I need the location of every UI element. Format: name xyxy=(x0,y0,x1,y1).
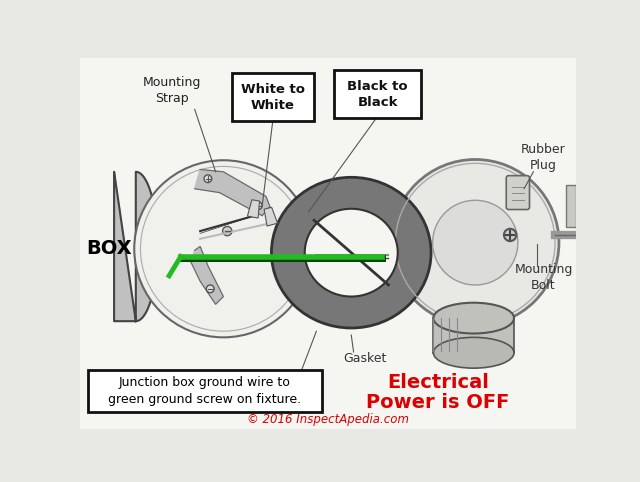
FancyBboxPatch shape xyxy=(80,58,576,429)
FancyBboxPatch shape xyxy=(334,70,421,118)
Circle shape xyxy=(504,229,516,241)
Circle shape xyxy=(204,175,212,183)
FancyBboxPatch shape xyxy=(506,175,529,210)
Text: Junction box ground wire to
green ground screw on fixture.: Junction box ground wire to green ground… xyxy=(108,376,301,406)
Text: Electrical: Electrical xyxy=(387,373,489,392)
Text: White to
White: White to White xyxy=(241,82,305,112)
Ellipse shape xyxy=(433,337,514,368)
Circle shape xyxy=(223,227,232,236)
Text: Mounting
Bolt: Mounting Bolt xyxy=(515,263,573,292)
Circle shape xyxy=(134,160,312,337)
Circle shape xyxy=(392,160,559,326)
Text: Black to
Black: Black to Black xyxy=(348,80,408,108)
Ellipse shape xyxy=(433,303,514,334)
Text: Gasket: Gasket xyxy=(344,352,387,365)
Circle shape xyxy=(254,202,262,210)
Polygon shape xyxy=(191,246,223,304)
FancyBboxPatch shape xyxy=(232,73,314,121)
Text: © 2016 InspectApedia.com: © 2016 InspectApedia.com xyxy=(247,413,409,426)
Polygon shape xyxy=(195,170,270,215)
Polygon shape xyxy=(248,200,260,218)
Text: Mounting
Strap: Mounting Strap xyxy=(142,76,200,105)
Circle shape xyxy=(206,285,214,293)
Ellipse shape xyxy=(305,209,397,296)
FancyBboxPatch shape xyxy=(433,318,514,353)
Circle shape xyxy=(433,201,518,285)
Circle shape xyxy=(586,229,597,241)
Ellipse shape xyxy=(271,177,431,328)
Polygon shape xyxy=(114,172,157,321)
FancyBboxPatch shape xyxy=(566,185,576,227)
Polygon shape xyxy=(264,207,278,226)
Text: BOX: BOX xyxy=(86,239,132,258)
Text: Power is OFF: Power is OFF xyxy=(366,392,509,412)
FancyBboxPatch shape xyxy=(88,371,322,412)
Text: Rubber
Plug: Rubber Plug xyxy=(521,144,566,173)
